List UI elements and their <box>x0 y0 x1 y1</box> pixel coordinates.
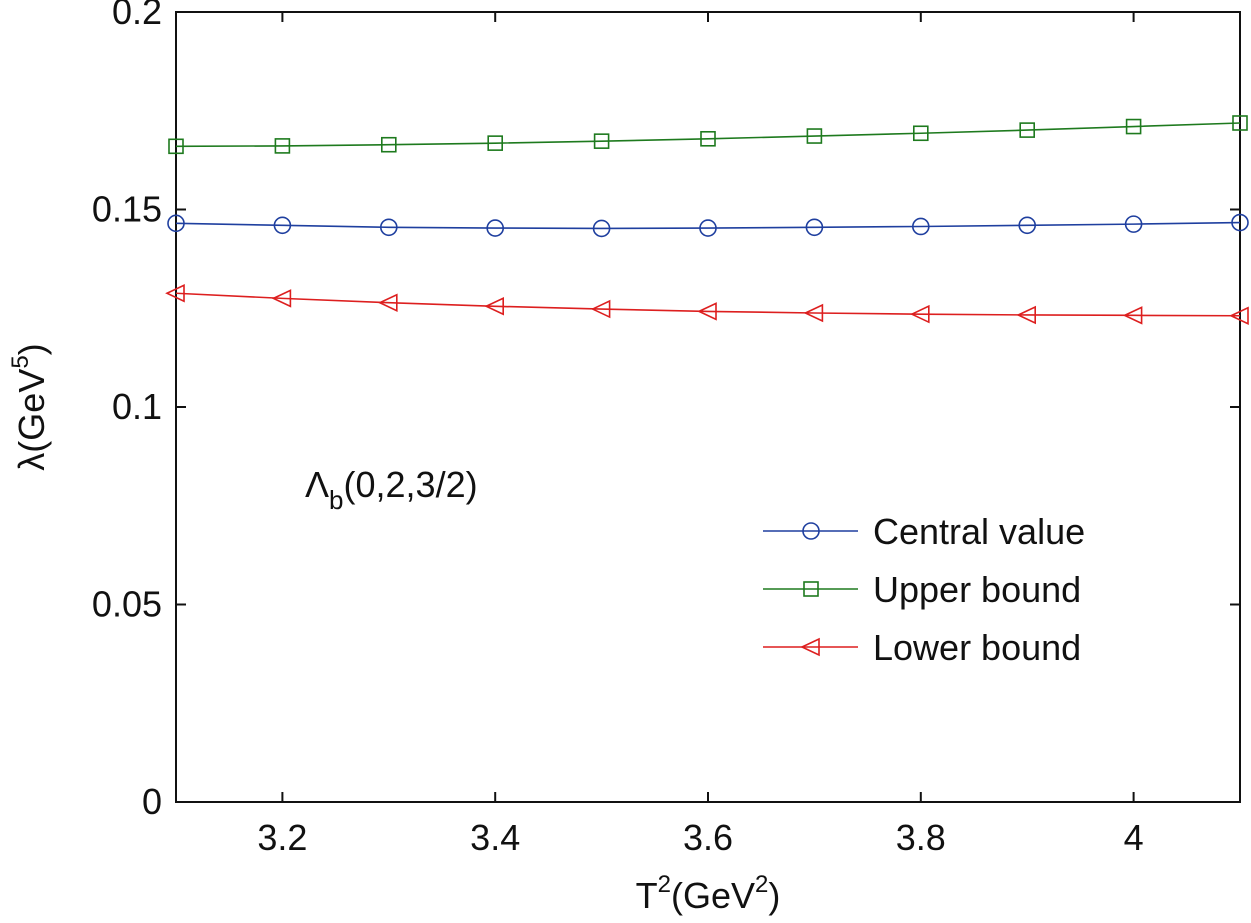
data-point <box>271 289 292 308</box>
series-circle <box>167 213 1249 238</box>
data-point <box>1124 215 1143 233</box>
y-tick-label: 0.2 <box>112 0 162 32</box>
data-point <box>274 138 291 154</box>
y-tick-label: 0.1 <box>112 386 162 427</box>
data-point <box>593 133 610 149</box>
x-tick-label: 3.4 <box>470 817 520 858</box>
y-axis-title-main: λ(GeV <box>11 369 52 471</box>
data-point <box>167 214 185 233</box>
y-axis-title-sup: 5 <box>7 355 34 368</box>
x-tick-label: 3.2 <box>257 817 307 858</box>
data-point <box>1122 306 1143 325</box>
annotation-rest: (0,2,3/2) <box>344 464 478 505</box>
x-axis-title-sup: 2 <box>658 871 671 898</box>
data-point <box>273 216 292 235</box>
annotation-main: Λ <box>305 464 329 505</box>
data-point <box>806 128 823 144</box>
legend-marker <box>802 522 820 540</box>
x-tick-label: 3.8 <box>896 817 946 858</box>
data-point <box>1232 115 1248 131</box>
y-axis-ticks: 0 0.05 0.1 0.15 0.2 <box>92 0 1240 822</box>
data-point <box>912 125 929 142</box>
series-square <box>168 115 1248 155</box>
x-tick-label: 3.6 <box>683 817 733 858</box>
series-line <box>175 221 1241 230</box>
x-axis-title: T2(GeV2) <box>636 871 781 916</box>
legend-label: Lower bound <box>873 627 1081 668</box>
data-point <box>165 283 185 303</box>
y-axis-title: λ(GeV5) <box>7 343 52 470</box>
legend-item: Central value <box>763 511 1085 552</box>
chart-annotation: Λb(0,2,3/2) <box>305 464 478 515</box>
x-axis-ticks: 3.2 3.4 3.6 3.8 4 <box>257 12 1144 858</box>
data-point <box>911 217 930 236</box>
data-point <box>1019 122 1036 138</box>
data-point <box>377 293 398 312</box>
annotation-sub: b <box>329 485 343 515</box>
y-tick-label: 0 <box>142 781 162 822</box>
legend: Central value Upper bound Lower bound <box>763 511 1085 668</box>
series-triangle-left <box>165 283 1249 326</box>
data-point <box>484 297 505 316</box>
x-tick-label: 4 <box>1124 817 1144 858</box>
plot-area <box>175 11 1241 803</box>
data-point <box>1229 306 1249 326</box>
data-point <box>168 138 184 155</box>
data-point <box>1018 216 1036 235</box>
data-point <box>1016 305 1036 325</box>
y-tick-label: 0.05 <box>92 584 162 625</box>
x-axis-title-rest-sup: 2 <box>755 871 768 898</box>
data-point <box>909 304 930 324</box>
data-point <box>805 218 824 237</box>
data-point <box>379 218 398 237</box>
legend-item: Lower bound <box>763 627 1081 668</box>
legend-label: Central value <box>873 511 1085 552</box>
x-axis-title-close: ) <box>768 875 780 916</box>
data-point <box>592 219 611 238</box>
legend-marker <box>803 581 819 597</box>
series-line <box>175 292 1241 317</box>
legend-marker <box>800 637 820 657</box>
series-line <box>175 122 1241 148</box>
data-point <box>590 299 611 319</box>
data-point <box>487 135 504 151</box>
data-point <box>700 130 716 147</box>
data-point <box>1125 118 1142 135</box>
series-layer <box>165 115 1249 326</box>
data-point <box>699 219 717 237</box>
legend-item: Upper bound <box>763 569 1081 610</box>
legend-label: Upper bound <box>873 569 1081 610</box>
y-tick-label: 0.15 <box>92 189 162 230</box>
data-point <box>1231 213 1249 232</box>
y-axis-title-close: ) <box>11 343 52 355</box>
data-point <box>803 303 824 323</box>
data-point <box>697 302 717 321</box>
data-point <box>380 136 397 153</box>
data-point <box>486 219 505 237</box>
x-axis-title-main: T <box>636 875 658 916</box>
x-axis-title-rest: (GeV <box>671 875 755 916</box>
